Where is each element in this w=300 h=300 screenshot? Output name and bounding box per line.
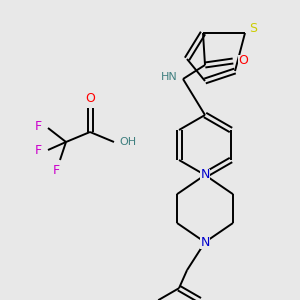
Text: OH: OH (119, 137, 136, 147)
Text: F: F (34, 143, 42, 157)
Text: HN: HN (160, 72, 177, 82)
Text: F: F (34, 119, 42, 133)
Text: O: O (238, 55, 248, 68)
Text: F: F (52, 164, 60, 176)
Text: N: N (200, 169, 210, 182)
Text: O: O (85, 92, 95, 104)
Text: S: S (249, 22, 257, 35)
Text: N: N (200, 236, 210, 249)
